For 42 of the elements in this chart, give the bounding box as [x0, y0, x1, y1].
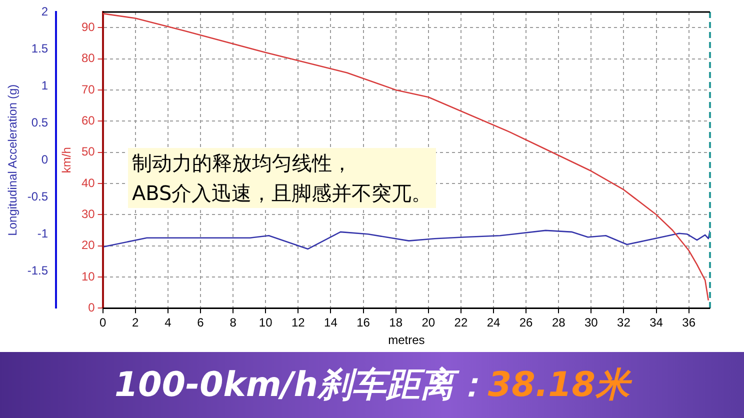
y2-tick-label: -1: [37, 226, 48, 240]
x-tick-label: 2: [132, 316, 140, 330]
x-tick-label: 0: [99, 316, 106, 330]
text: 100-0km/h刹车距离：: [114, 364, 488, 407]
x-tick-label: 28: [552, 316, 566, 330]
y-tick-label: 70: [81, 82, 96, 96]
y-axis-title: km/h: [60, 147, 74, 174]
y-tick-label: 40: [81, 176, 96, 190]
x-tick-label: 10: [258, 316, 273, 330]
y-tick-label: 20: [81, 238, 96, 252]
x-tick-label: 20: [422, 316, 436, 330]
x-tick-label: 36: [682, 316, 696, 330]
x-axis-title: metres: [388, 333, 425, 348]
y-tick-label: 0: [88, 300, 96, 315]
y2-tick-label: 0: [41, 152, 48, 166]
y2-tick-label: 1.5: [31, 41, 48, 56]
x-tick-label: 26: [519, 316, 534, 330]
x-tick-label: 16: [356, 316, 370, 330]
y-tick-label: 80: [81, 51, 96, 66]
y2-tick-label: -0.5: [27, 189, 48, 204]
annotation: 制动力的释放均匀线性， ABS介入迅速，且脚感并不突兀。: [128, 148, 436, 208]
y2-tick-label: 2: [41, 4, 48, 18]
y2-tick-label: -1.5: [27, 263, 48, 278]
x-tick-label: 32: [617, 316, 631, 330]
y-tick-label: 90: [81, 20, 96, 34]
x-tick-label: 30: [584, 316, 598, 330]
y2-axis-title: Longitudinal Acceleration (g): [6, 84, 20, 236]
x-tick-label: 24: [486, 316, 500, 330]
x-tick-label: 4: [164, 316, 172, 330]
y-tick-label: 30: [81, 206, 96, 221]
y2-tick-label: 1: [41, 78, 48, 92]
x-tick-label: 6: [197, 316, 204, 330]
x-tick-label: 18: [389, 316, 403, 330]
x-tick-label: 12: [291, 316, 306, 330]
x-tick-label: 8: [230, 316, 237, 330]
x-tick-label: 34: [650, 316, 664, 330]
y2-tick-label: 0.5: [31, 115, 48, 130]
y-tick-label: 50: [81, 144, 96, 159]
y-tick-label: 10: [81, 269, 96, 284]
x-tick-label: 22: [454, 316, 468, 330]
x-tick-label: 14: [324, 316, 338, 330]
y-tick-label: 60: [81, 113, 96, 128]
